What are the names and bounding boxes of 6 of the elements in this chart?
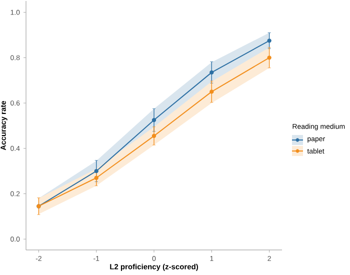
- point: [267, 56, 272, 60]
- point: [210, 90, 214, 94]
- point: [152, 134, 156, 138]
- point: [267, 38, 272, 43]
- point: [210, 70, 214, 75]
- point: [152, 118, 156, 122]
